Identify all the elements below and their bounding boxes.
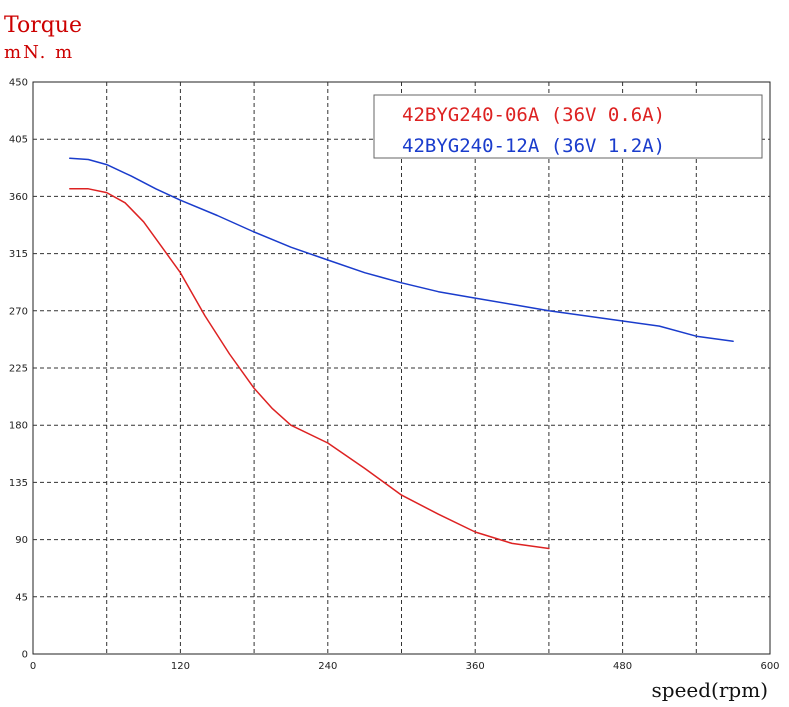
legend: 42BYG240-06A (36V 0.6A) 42BYG240-12A (36… (373, 94, 763, 159)
y-tick-label: 405 (9, 135, 28, 146)
y-tick-label: 315 (9, 249, 28, 260)
x-tick-label: 0 (30, 661, 36, 672)
x-tick-label: 360 (466, 661, 485, 672)
y-axis-title: Torque (4, 13, 82, 38)
y-axis-unit: mN. m (4, 42, 74, 63)
x-tick-label: 600 (760, 661, 779, 672)
y-tick-label: 45 (15, 592, 28, 603)
y-tick-label: 180 (9, 421, 28, 432)
grid-lines (33, 82, 770, 654)
x-tick-label: 120 (171, 661, 190, 672)
y-tick-label: 225 (9, 364, 28, 375)
data-series (69, 157, 734, 550)
series-line-1 (69, 157, 734, 343)
x-tick-label: 240 (318, 661, 337, 672)
series-line-0 (69, 188, 550, 550)
y-tick-label: 0 (22, 650, 28, 661)
y-tick-labels: 0 45 90 135 180 225 270 315 360 405 450 (9, 78, 28, 661)
y-tick-label: 135 (9, 478, 28, 489)
legend-entry-06a: 42BYG240-06A (36V 0.6A) (402, 104, 665, 126)
y-tick-label: 450 (9, 78, 28, 89)
y-tick-label: 360 (9, 192, 28, 203)
x-tick-labels: 0 120 240 360 480 600 (30, 661, 780, 672)
y-tick-label: 90 (15, 535, 28, 546)
x-axis-title: speed(rpm) (652, 678, 768, 702)
legend-box (373, 94, 763, 159)
legend-entry-12a: 42BYG240-12A (36V 1.2A) (402, 135, 665, 157)
y-tick-label: 270 (9, 306, 28, 317)
x-tick-label: 480 (613, 661, 632, 672)
